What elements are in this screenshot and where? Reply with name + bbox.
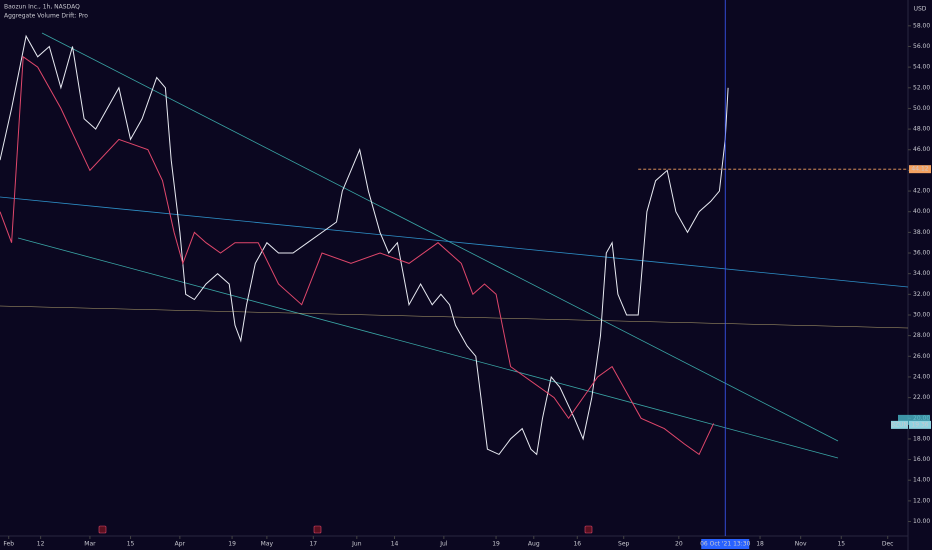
y-tick-label: 52.00 — [913, 84, 930, 91]
earnings-icon[interactable] — [98, 525, 107, 534]
series-line — [0, 34, 729, 456]
price-label-bg — [909, 165, 931, 174]
x-tick-label: 20 — [675, 541, 683, 548]
x-tick-label: Sep — [618, 541, 630, 548]
y-tick-label: 46.00 — [913, 146, 930, 153]
y-tick-label: 56.00 — [913, 43, 930, 50]
y-tick-label: 58.00 — [913, 22, 930, 29]
y-tick-label: 42.00 — [913, 188, 930, 195]
cursor-label-bg — [701, 539, 750, 549]
symbol-label-bg — [891, 420, 908, 429]
y-tick-label: 38.00 — [913, 229, 930, 236]
x-tick-label: Aug — [528, 541, 540, 548]
chart-title: Baozun Inc., 1h, NASDAQ — [4, 4, 80, 11]
symbol-label: BZUN — [891, 421, 908, 428]
y-tick-label: 18.00 — [913, 435, 930, 442]
x-tick-label: 19 — [492, 541, 500, 548]
y-tick-label: 14.00 — [913, 477, 930, 484]
x-tick-label: 17 — [309, 541, 317, 548]
x-tick-label: Jun — [351, 541, 362, 548]
drawings — [0, 32, 909, 459]
trend-line — [41, 32, 839, 442]
event-icons — [98, 525, 593, 534]
earnings-icon[interactable] — [313, 525, 322, 534]
series-line — [0, 55, 715, 456]
y-tick-label: 28.00 — [913, 332, 930, 339]
price-label: 44.12 — [911, 166, 928, 173]
y-tick-label: 22.00 — [913, 394, 930, 401]
y-tick-label: 48.00 — [913, 126, 930, 133]
x-tick-label: May — [261, 541, 274, 548]
x-tick-label: 19 — [228, 541, 236, 548]
y-tick-label: 36.00 — [913, 250, 930, 257]
price-label-bg — [909, 420, 931, 429]
earnings-icon[interactable] — [584, 525, 593, 534]
y-tick-label: 40.00 — [913, 208, 930, 215]
x-tick-label: 15 — [837, 541, 845, 548]
chart-subtitle: Aggregate Volume Drift: Pro — [4, 13, 88, 20]
x-tick-label: 12 — [37, 541, 45, 548]
y-tick-label: 50.00 — [913, 105, 930, 112]
trend-line — [0, 305, 909, 329]
y-tick-label: 24.00 — [913, 373, 930, 380]
y-tick-label: 26.00 — [913, 353, 930, 360]
x-tick-label: Feb — [3, 541, 14, 548]
price-band — [898, 414, 930, 425]
x-tick-label: 16 — [573, 541, 581, 548]
x-tick-label: Dec — [882, 541, 894, 548]
x-tick-label: Apr — [175, 541, 186, 548]
y-tick-label: 34.00 — [913, 270, 930, 277]
x-tick-label: 14 — [391, 541, 399, 548]
x-tick-label: 15 — [127, 541, 135, 548]
y-tick-label: 10.00 — [913, 518, 930, 525]
price-label: 19.36 — [911, 421, 928, 428]
cursor-label: 06 Oct '21 13:30 — [700, 541, 750, 548]
y-tick-label: 30.00 — [913, 311, 930, 318]
trend-line — [17, 237, 839, 459]
y-tick-label: 16.00 — [913, 456, 930, 463]
x-tick-label: 18 — [756, 541, 764, 548]
y-tick-label: 54.00 — [913, 64, 930, 71]
x-tick-label: Mar — [84, 541, 96, 548]
y-tick-label: 12.00 — [913, 497, 930, 504]
trend-line — [0, 196, 909, 288]
x-tick-label: Jul — [439, 541, 448, 548]
currency: USD — [914, 6, 927, 13]
x-tick-label: Nov — [795, 541, 807, 548]
y-tick-label: 32.00 — [913, 291, 930, 298]
